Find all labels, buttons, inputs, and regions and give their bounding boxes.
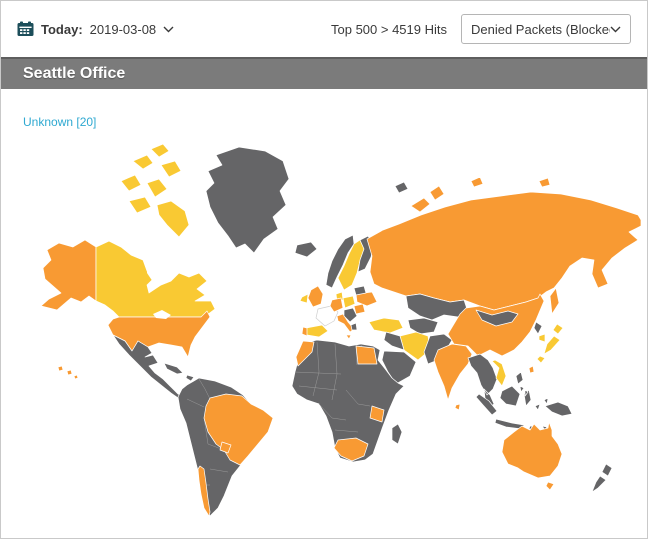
report-type-value: Denied Packets (Blocked xyxy=(471,21,610,37)
map-region-africa[interactable] xyxy=(291,339,405,463)
map-region-portugal[interactable] xyxy=(301,326,308,337)
map-region-taiwan[interactable] xyxy=(528,365,535,374)
map-region-mexico[interactable] xyxy=(112,334,185,401)
map-region-iceland[interactable] xyxy=(294,241,318,258)
toolbar-right: Top 500 > 4519 Hits Denied Packets (Bloc… xyxy=(331,14,631,44)
map-panel: Unknown [20] xyxy=(1,89,647,538)
map-region-hawaii[interactable] xyxy=(57,365,79,380)
map-region-tasmania[interactable] xyxy=(545,481,555,491)
map-region-north-korea[interactable] xyxy=(533,321,543,335)
report-title-banner: Seattle Office xyxy=(1,57,647,89)
map-region-balkans[interactable] xyxy=(343,307,358,323)
map-region-australia[interactable] xyxy=(501,421,563,479)
great-lakes xyxy=(153,310,171,319)
date-value: 2019-03-08 xyxy=(89,21,157,37)
map-region-new-zealand[interactable] xyxy=(591,463,613,493)
map-region-belarus[interactable] xyxy=(353,285,367,296)
map-region-norway[interactable] xyxy=(325,234,355,289)
page-title: Seattle Office xyxy=(23,65,126,82)
map-region-tanzania[interactable] xyxy=(369,405,385,423)
unknown-count-link[interactable]: Unknown [20] xyxy=(23,115,97,129)
map-region-canada[interactable] xyxy=(95,143,216,318)
map-region-iraq-syria[interactable] xyxy=(383,331,405,351)
map-region-greenland[interactable] xyxy=(205,146,290,254)
map-region-south-korea[interactable] xyxy=(538,333,546,343)
map-region-morocco[interactable] xyxy=(295,340,315,367)
map-region-new-guinea[interactable] xyxy=(544,401,573,417)
map-region-central-asia[interactable] xyxy=(407,317,439,335)
map-region-chile[interactable] xyxy=(197,465,211,517)
map-region-mongolia[interactable] xyxy=(475,309,519,327)
map-region-philippines[interactable] xyxy=(515,371,529,397)
map-region-paraguay[interactable] xyxy=(219,441,232,454)
today-label: Today: xyxy=(41,21,83,37)
map-region-svalbard[interactable] xyxy=(394,181,409,194)
map-region-vietnam[interactable] xyxy=(491,359,507,387)
map-region-egypt[interactable] xyxy=(355,345,378,365)
map-region-madagascar[interactable] xyxy=(391,423,403,445)
report-type-select[interactable]: Denied Packets (Blocked xyxy=(461,14,631,44)
map-region-spain[interactable] xyxy=(301,324,329,338)
world-map xyxy=(40,143,642,517)
south-america-internal-borders xyxy=(186,378,229,486)
calendar-icon xyxy=(17,21,34,36)
map-region-south-africa[interactable] xyxy=(333,437,369,462)
map-region-ukraine[interactable] xyxy=(355,291,378,307)
map-region-sri-lanka[interactable] xyxy=(454,403,461,411)
map-region-turkey[interactable] xyxy=(368,317,404,334)
map-region-india[interactable] xyxy=(433,343,473,401)
map-region-russia[interactable] xyxy=(366,176,642,315)
map-region-caribbean[interactable] xyxy=(163,362,195,382)
top-toolbar: Today: 2019-03-08 Top 500 > 4519 Hits De… xyxy=(1,1,647,57)
map-region-poland[interactable] xyxy=(342,295,356,309)
map-region-japan[interactable] xyxy=(536,323,564,364)
map-region-alaska[interactable] xyxy=(40,239,97,311)
chevron-down-icon xyxy=(163,26,174,32)
hits-summary: Top 500 > 4519 Hits xyxy=(331,21,447,37)
map-region-greece[interactable] xyxy=(350,322,358,331)
map-region-ireland[interactable] xyxy=(299,293,309,304)
hudson-bay xyxy=(147,251,171,285)
map-region-romania[interactable] xyxy=(353,303,366,315)
map-region-germany[interactable] xyxy=(329,297,344,313)
map-region-uk[interactable] xyxy=(307,285,324,308)
select-chevron-down-icon xyxy=(610,26,621,32)
date-picker[interactable]: Today: 2019-03-08 xyxy=(17,21,174,37)
